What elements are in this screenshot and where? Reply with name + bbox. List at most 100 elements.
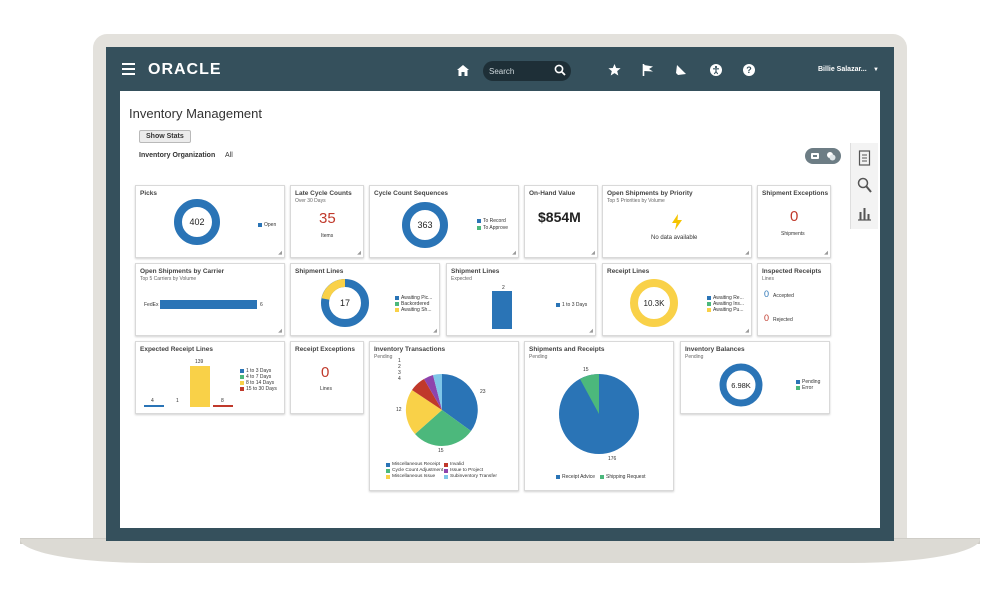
infolet-view-icon[interactable]	[810, 151, 820, 161]
help-icon[interactable]: ?	[743, 64, 755, 76]
notifications-bell-icon[interactable]	[675, 64, 687, 76]
legend-label: Miscellaneous Issue	[392, 474, 436, 479]
svg-text:?: ?	[746, 65, 752, 75]
user-menu[interactable]: Billie Salazar...	[818, 66, 867, 73]
resize-icon[interactable]: ◢	[745, 328, 749, 334]
legend-swatch	[707, 308, 711, 312]
legend-swatch	[240, 387, 244, 391]
inventory-transactions-tile[interactable]: Inventory Transactions Pending 23 15 12 …	[369, 341, 519, 491]
search-icon[interactable]	[554, 64, 566, 76]
legend-label: Cycle Count Adjustment	[392, 468, 444, 473]
shipment-exceptions-tile[interactable]: Shipment Exceptions 0 Shipments ◢	[757, 185, 831, 258]
inventory-balances-tile[interactable]: Inventory Balances Pending 6.98K Pending…	[680, 341, 830, 414]
show-stats-button[interactable]: Show Stats	[139, 130, 191, 143]
pie-slice-invalid	[412, 379, 442, 410]
analytics-chart-icon[interactable]	[857, 205, 872, 221]
home-icon[interactable]	[457, 65, 469, 76]
legend-swatch	[240, 369, 244, 373]
resize-icon[interactable]: ◢	[278, 328, 282, 334]
pie-slice-subinventory	[433, 373, 442, 410]
pie-slice-misc-issue	[405, 390, 442, 434]
legend-label: Invalid	[450, 462, 464, 467]
resize-icon[interactable]: ◢	[591, 250, 595, 256]
receipt-bar-1-3-days	[144, 405, 164, 407]
pie-slice-issue-project	[424, 375, 442, 410]
pie-value-label: 2	[398, 364, 401, 370]
pie-value-label: 23	[480, 389, 486, 395]
search-icon[interactable]	[857, 177, 872, 193]
legend-swatch	[707, 302, 711, 306]
resize-icon[interactable]: ◢	[824, 250, 828, 256]
shipment-lines-value: 17	[340, 298, 350, 308]
pie-value-label: 15	[583, 367, 589, 373]
legend-label: 15 to 30 Days	[246, 386, 277, 392]
tile-title: Picks	[140, 190, 157, 197]
shipments-and-receipts-tile[interactable]: Shipments and Receipts Pending 15 176 Re…	[524, 341, 674, 491]
inventory-balances-donut-chart: 6.98K	[719, 363, 763, 407]
receipt-lines-tile[interactable]: Receipt Lines 10.3K Awaiting Re... Await…	[602, 263, 752, 336]
pie-slice-misc-receipt	[442, 374, 478, 431]
search-input[interactable]	[489, 64, 549, 78]
pie-value-label: 12	[396, 407, 402, 413]
receipt-exceptions-value: 0	[321, 364, 330, 381]
legend-label: Awaiting Re...	[713, 295, 744, 301]
open-shipments-by-priority-tile[interactable]: Open Shipments by Priority Top 5 Priorit…	[602, 185, 752, 258]
receipt-exceptions-tile[interactable]: Receipt Exceptions 0 Lines	[290, 341, 364, 414]
on-hand-value: $854M	[538, 209, 581, 225]
legend-swatch	[796, 386, 800, 390]
inspected-receipts-tile[interactable]: Inspected Receipts Lines 0 Accepted 0 Re…	[757, 263, 831, 336]
tile-title: Shipments and Receipts	[529, 346, 605, 353]
resize-icon[interactable]: ◢	[433, 328, 437, 334]
legend-label: To Record	[483, 218, 506, 224]
accessibility-icon[interactable]	[710, 64, 722, 76]
legend-swatch	[386, 463, 390, 467]
inventory-organization-label: Inventory Organization	[139, 152, 216, 159]
receipt-bar-15-30-days	[213, 405, 233, 407]
tile-title: Late Cycle Counts	[295, 190, 352, 197]
shipment-exceptions-value: 0	[790, 208, 799, 225]
bar-value-label: 2	[502, 285, 505, 291]
legend-swatch	[240, 375, 244, 379]
chevron-down-icon[interactable]: ▼	[873, 67, 879, 73]
flag-icon[interactable]	[642, 64, 654, 76]
shipment-lines-expected-tile[interactable]: Shipment Lines Expected 2 1 to 3 Days ◢	[446, 263, 596, 336]
legend-swatch	[707, 296, 711, 300]
legend-label: Subinventory Transfer	[450, 474, 497, 479]
side-panel	[850, 143, 878, 229]
tile-subtitle: Pending	[685, 354, 704, 360]
resize-icon[interactable]: ◢	[589, 328, 593, 334]
legend-swatch	[444, 469, 448, 473]
tile-title: Shipment Exceptions	[762, 190, 829, 197]
list-view-icon[interactable]	[826, 151, 836, 161]
open-shipments-by-carrier-tile[interactable]: Open Shipments by Carrier Top 5 Carriers…	[135, 263, 285, 336]
legend-swatch	[395, 302, 399, 306]
resize-icon[interactable]: ◢	[745, 250, 749, 256]
resize-icon[interactable]: ◢	[512, 250, 516, 256]
tile-subtitle: Expected	[451, 276, 472, 282]
legend-swatch	[556, 303, 560, 307]
page-title: Inventory Management	[129, 106, 262, 121]
document-icon[interactable]	[857, 150, 872, 166]
resize-icon[interactable]: ◢	[357, 250, 361, 256]
cycle-count-sequences-tile[interactable]: Cycle Count Sequences 363 To Record To A…	[369, 185, 519, 258]
shipment-lines-tile[interactable]: Shipment Lines 17 Awaiting Pic... Backor…	[290, 263, 440, 336]
late-cycle-value: 35	[319, 210, 336, 227]
expected-receipt-lines-tile[interactable]: Expected Receipt Lines 4 1 139 8 1 to 3 …	[135, 341, 285, 414]
favorites-star-icon[interactable]	[608, 64, 621, 76]
picks-value: 402	[189, 217, 204, 227]
legend-label: Error	[802, 385, 814, 391]
menu-icon[interactable]	[122, 63, 135, 75]
resize-icon[interactable]: ◢	[278, 250, 282, 256]
view-toggle[interactable]	[805, 148, 841, 164]
inventory-organization-value[interactable]: All	[225, 152, 233, 159]
late-cycle-counts-tile[interactable]: Late Cycle Counts Over 30 Days 35 Items …	[290, 185, 364, 258]
pie-value-label: 176	[608, 456, 617, 462]
inventory-balances-value: 6.98K	[731, 381, 751, 390]
picks-tile[interactable]: Picks 402 Open ◢	[135, 185, 285, 258]
carrier-category-label: FedEx	[144, 302, 159, 308]
on-hand-value-tile[interactable]: On-Hand Value $854M ◢	[524, 185, 598, 258]
bar-value-label: 1	[176, 398, 179, 404]
receipt-lines-donut-chart: 10.3K	[630, 279, 678, 327]
legend-label: Backordered	[401, 301, 430, 307]
carrier-bar	[160, 300, 257, 309]
